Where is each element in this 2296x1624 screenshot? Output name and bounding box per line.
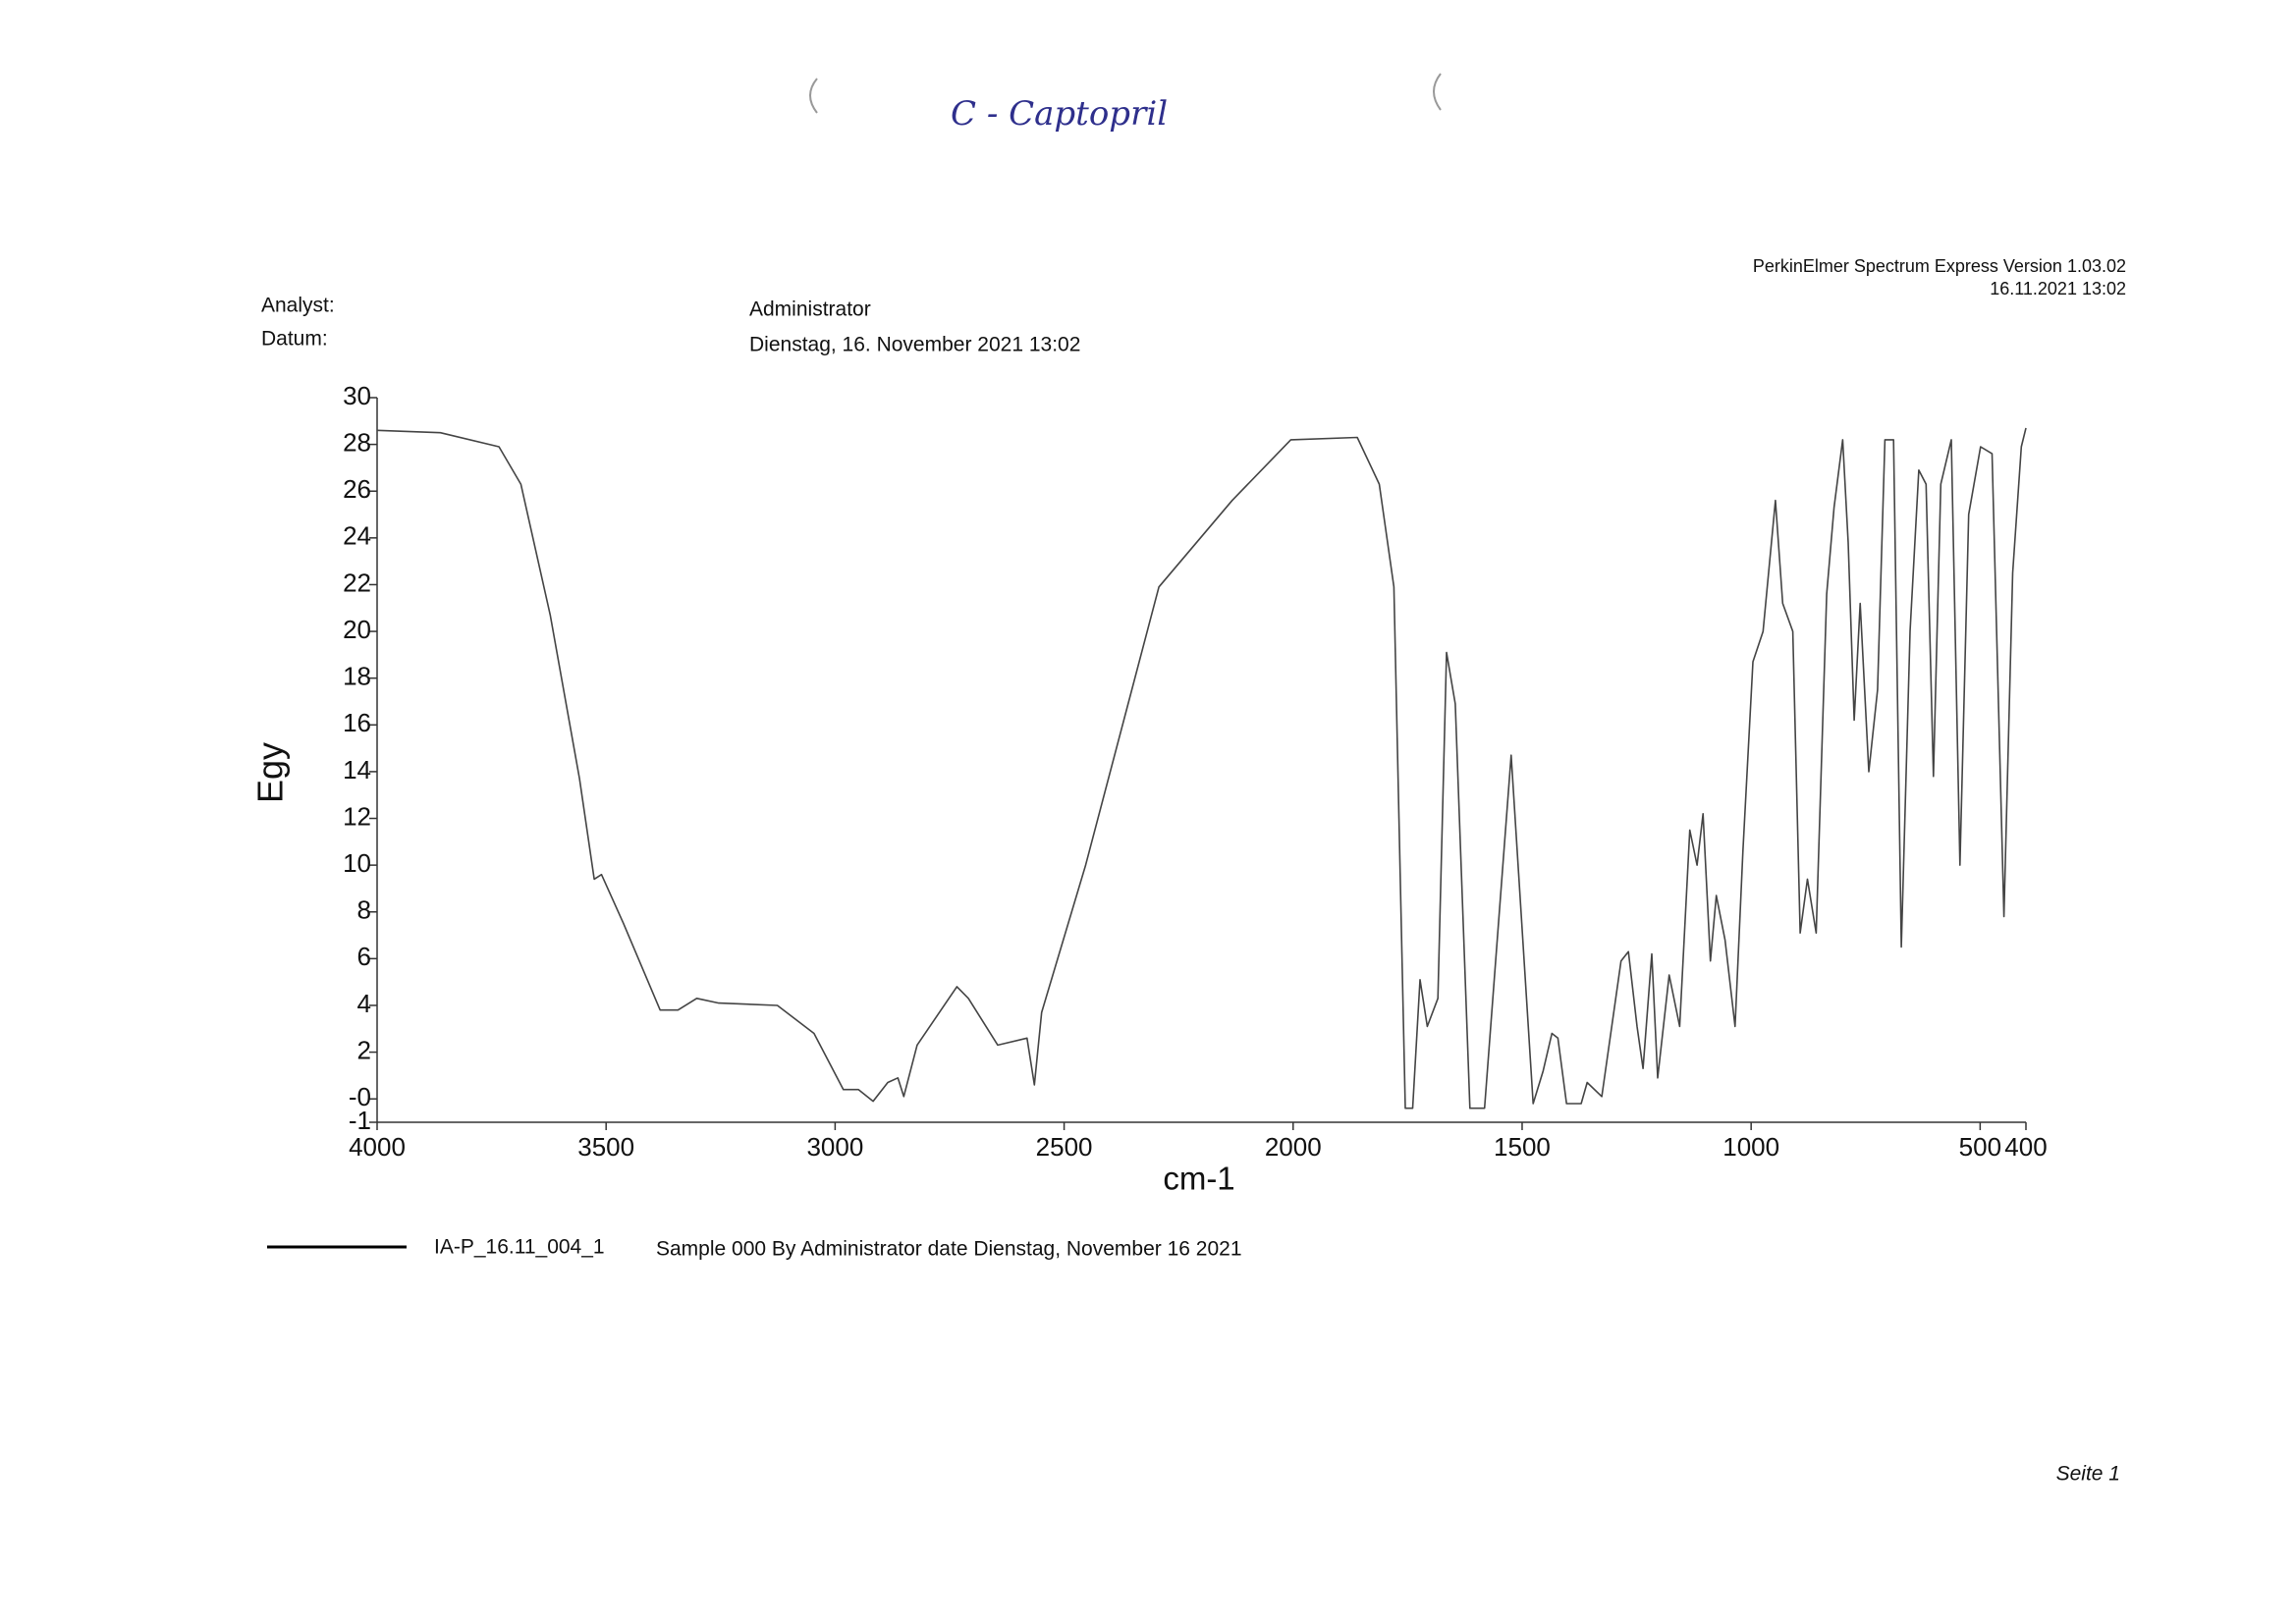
y-tick-label: 6 (357, 942, 371, 971)
handwritten-note: C - Captopril (951, 94, 1168, 134)
y-tick-label: 30 (343, 381, 371, 410)
x-tick-label: 4000 (349, 1132, 406, 1162)
y-tick-label: 24 (343, 521, 371, 551)
analyst-label: Analyst: (261, 295, 335, 317)
x-tick-label: 3500 (577, 1132, 634, 1162)
y-tick-label: 8 (357, 895, 371, 925)
y-tick-label: 26 (343, 474, 371, 504)
y-tick-label: 22 (343, 568, 371, 597)
y-tick-label: 12 (343, 801, 371, 831)
x-axis-label: cm-1 (1163, 1161, 1234, 1197)
y-tick-label: -0 (349, 1082, 371, 1111)
timestamp: 16.11.2021 13:02 (1990, 279, 2126, 298)
date: Dienstag, 16. November 2021 13:02 (749, 334, 1080, 356)
page-number: Seite 1 (2056, 1463, 2120, 1486)
spectrum-line (376, 427, 2027, 1110)
analyst: Administrator (749, 298, 871, 321)
pencil-mark (809, 78, 818, 114)
y-tick-label: 14 (343, 755, 371, 785)
x-tick-label: 3000 (806, 1132, 863, 1162)
x-tick-label: 1500 (1494, 1132, 1551, 1162)
x-tick-label: 400 (2004, 1132, 2047, 1162)
date-label: Datum: (261, 328, 328, 351)
y-tick-label: 2 (357, 1035, 371, 1064)
x-tick-label: 500 (1959, 1132, 2001, 1162)
y-tick-label: 20 (343, 615, 371, 644)
legend-label: IA-P_16.11_004_1 (434, 1236, 605, 1259)
x-tick-label: 2500 (1036, 1132, 1093, 1162)
y-tick-label: 10 (343, 848, 371, 878)
y-tick-label: -1 (349, 1106, 371, 1135)
legend-description: Sample 000 By Administrator date Diensta… (656, 1238, 1242, 1261)
x-tick-label: 1000 (1722, 1132, 1779, 1162)
y-tick-label: 16 (343, 708, 371, 737)
y-tick-label: 28 (343, 427, 371, 457)
y-tick-label: 18 (343, 662, 371, 691)
x-tick-label: 2000 (1265, 1132, 1322, 1162)
software: PerkinElmer Spectrum Express Version 1.0… (1753, 256, 2126, 276)
y-axis-label: Egy (250, 742, 291, 803)
y-tick-label: 4 (357, 989, 371, 1018)
pencil-mark (1433, 73, 1442, 111)
